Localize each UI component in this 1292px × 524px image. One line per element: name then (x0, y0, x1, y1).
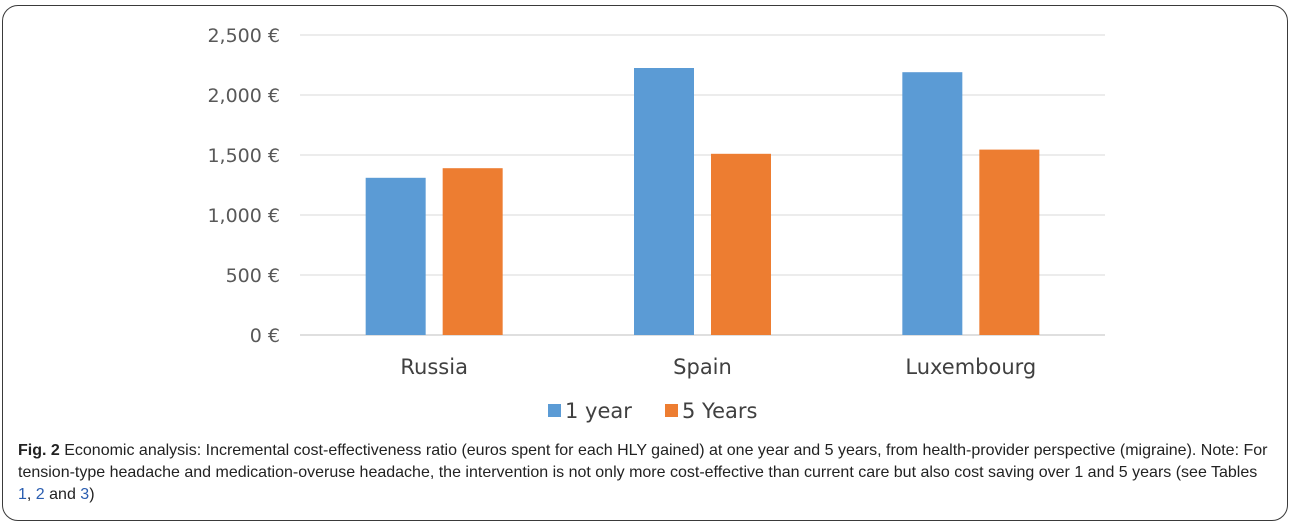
table-link-3[interactable]: 3 (80, 486, 90, 503)
bars (365, 68, 1040, 335)
caption-separator: and (44, 486, 81, 503)
figure-label: Fig. 2 (18, 442, 60, 459)
legend-label: 1 year (565, 399, 632, 423)
bar-spain-5-years (711, 153, 771, 335)
bar-russia-5-years (442, 168, 503, 335)
y-tick-label: 1,000 € (207, 205, 280, 227)
y-tick-label: 2,000 € (207, 85, 280, 107)
x-category-label: Russia (400, 355, 468, 379)
legend: 1 year 5 Years (548, 399, 757, 423)
legend-swatch (548, 404, 561, 417)
bar-russia-1-year (365, 177, 426, 335)
bar-spain-1-year (634, 68, 694, 335)
caption-text-end: ) (89, 486, 95, 503)
table-link-2[interactable]: 2 (35, 486, 45, 503)
table-link-1[interactable]: 1 (18, 486, 27, 503)
y-tick-label: 1,500 € (207, 145, 280, 167)
y-tick-label: 0 € (250, 325, 280, 347)
bar-chart: 0 € 500 € 1,000 € 1,500 € 2,000 € 2,500 € Rus… (207, 25, 1105, 423)
x-axis-categories: Russia Spain Luxembourg (400, 355, 1036, 379)
caption-text: Economic analysis: Incremental cost-effe… (18, 442, 1268, 481)
bar-luxembourg-5-years (979, 149, 1040, 335)
x-category-label: Spain (673, 355, 732, 379)
legend-label: 5 Years (682, 399, 757, 423)
y-tick-label: 2,500 € (207, 25, 280, 47)
bar-luxembourg-1-year (902, 72, 963, 335)
grid-lines (300, 34, 1105, 336)
legend-swatch (665, 404, 678, 417)
y-axis-ticks: 0 € 500 € 1,000 € 1,500 € 2,000 € 2,500 € (207, 25, 280, 347)
figure-caption: Fig. 2 Economic analysis: Incremental co… (18, 440, 1268, 506)
caption-separator: , (26, 486, 36, 503)
x-category-label: Luxembourg (905, 355, 1036, 379)
y-tick-label: 500 € (226, 265, 280, 287)
